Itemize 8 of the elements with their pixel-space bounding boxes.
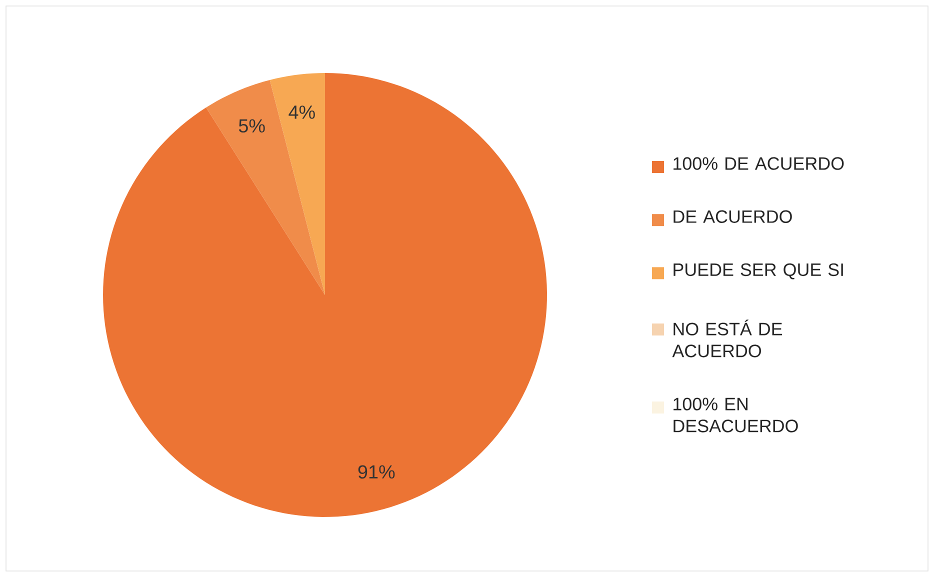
legend-label: DE ACUERDO xyxy=(674,210,792,223)
data-label: 91% xyxy=(358,465,395,479)
legend-label: NO ESTÁ DE ACUERDO xyxy=(672,320,782,358)
legend-label: 100% DE ACUERDO xyxy=(674,157,844,170)
data-label: 5% xyxy=(238,119,265,133)
legend-label: 100% EN DESACUERDO xyxy=(674,398,798,432)
legend-label: PUEDE SER QUE SI xyxy=(674,263,843,280)
data-label: 4% xyxy=(288,106,315,119)
